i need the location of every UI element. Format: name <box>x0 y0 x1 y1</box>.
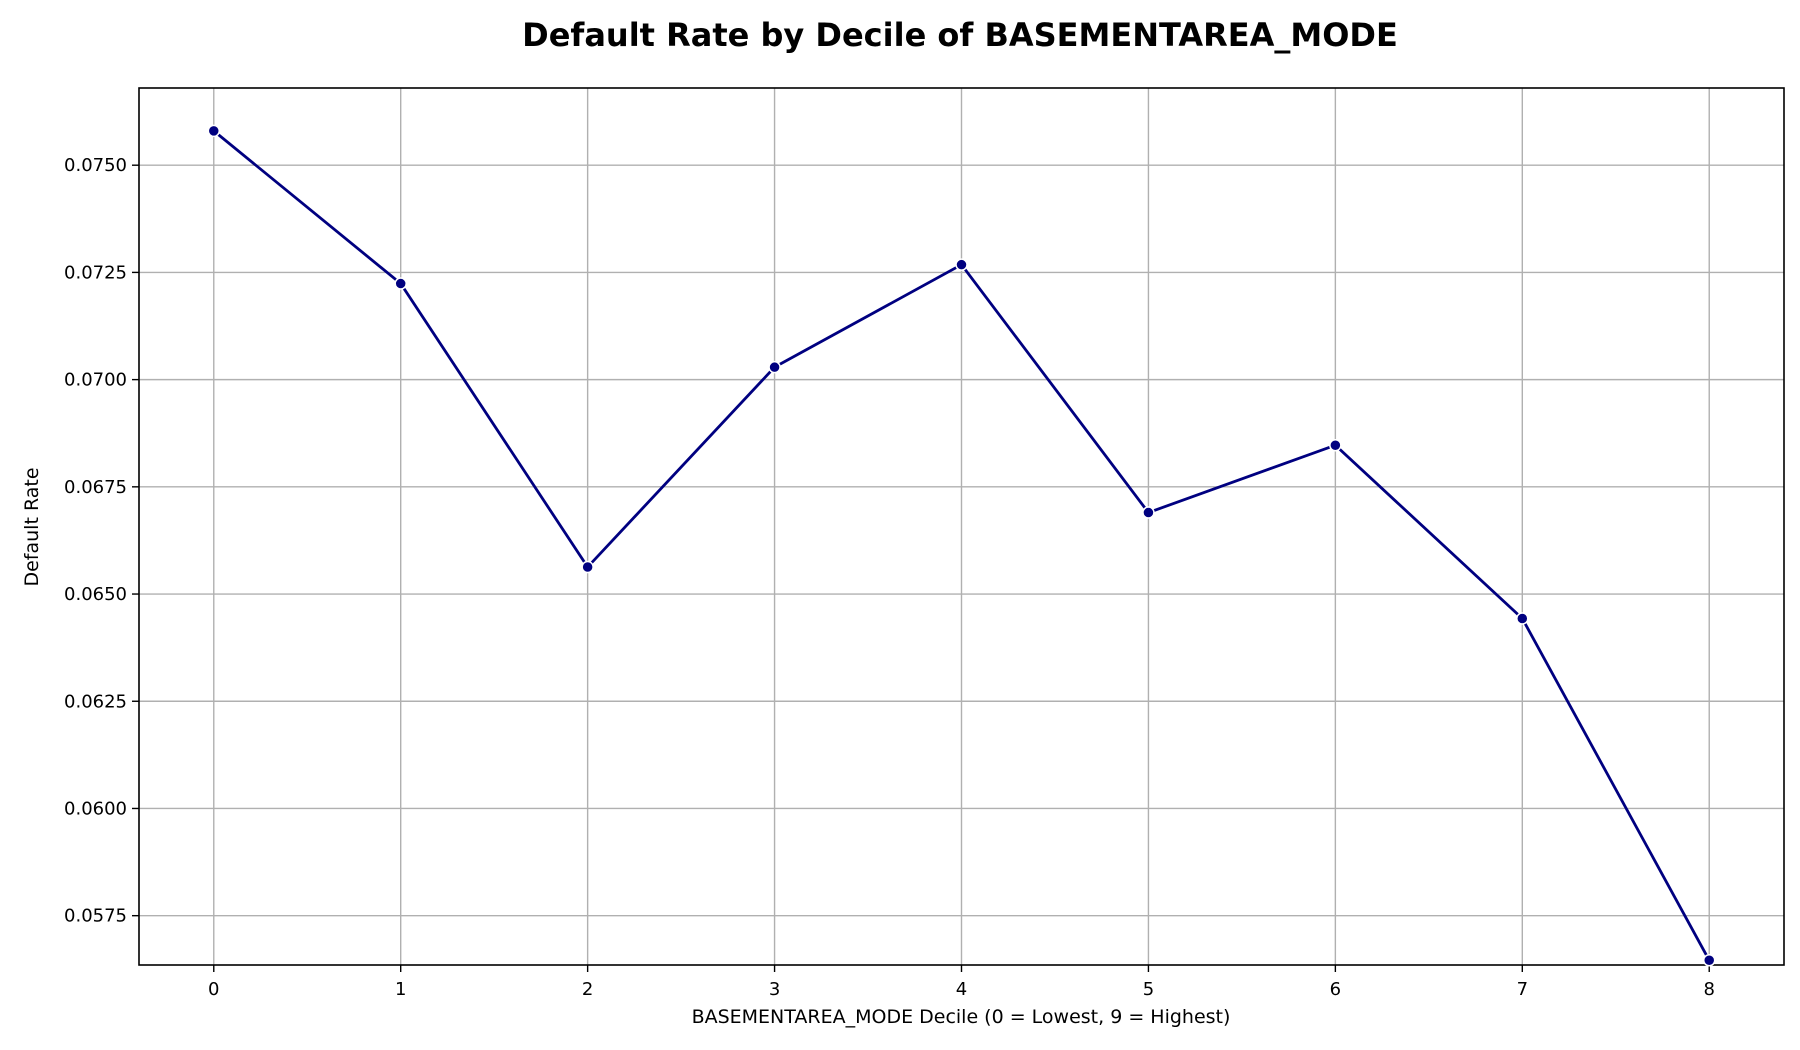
series-layer <box>207 124 1716 967</box>
y-tick-label: 0.0600 <box>64 798 127 819</box>
data-point <box>207 124 221 138</box>
axis-ticks: 0 1 2 3 4 5 6 7 8 0.0575 0.0600 0.0625 0.0650 0.0675 0… <box>64 155 1715 1000</box>
x-tick-label: 4 <box>956 979 967 1000</box>
data-point <box>768 360 781 374</box>
data-point <box>1516 612 1529 625</box>
x-tick-label: 0 <box>208 979 219 1000</box>
data-point <box>955 258 968 271</box>
x-tick-label: 3 <box>769 979 780 1000</box>
chart-title: Default Rate by Decile of BASEMENTAREA_M… <box>522 16 1398 54</box>
x-tick-label: 5 <box>1143 979 1154 1000</box>
data-point <box>1142 506 1155 519</box>
y-tick-label: 0.0625 <box>64 691 127 712</box>
y-tick-label: 0.0675 <box>64 477 127 498</box>
y-tick-label: 0.0725 <box>64 262 127 283</box>
x-tick-label: 2 <box>582 979 593 1000</box>
x-tick-label: 6 <box>1330 979 1341 1000</box>
plot-frame <box>138 87 1785 966</box>
y-tick-label: 0.0575 <box>64 906 127 927</box>
data-point <box>581 560 594 574</box>
y-tick-label: 0.0750 <box>64 155 127 176</box>
grid-lines <box>139 88 1784 965</box>
data-point <box>1329 438 1342 452</box>
x-tick-label: 8 <box>1704 979 1715 1000</box>
y-tick-label: 0.0700 <box>64 370 127 391</box>
x-tick-label: 1 <box>395 979 406 1000</box>
y-axis-label: Default Rate <box>21 467 43 586</box>
y-tick-label: 0.0650 <box>64 584 127 605</box>
data-point <box>1702 954 1716 967</box>
x-tick-label: 7 <box>1517 979 1528 1000</box>
data-point <box>394 277 407 290</box>
x-axis-label: BASEMENTAREA_MODE Decile (0 = Lowest, 9 … <box>692 1006 1231 1028</box>
